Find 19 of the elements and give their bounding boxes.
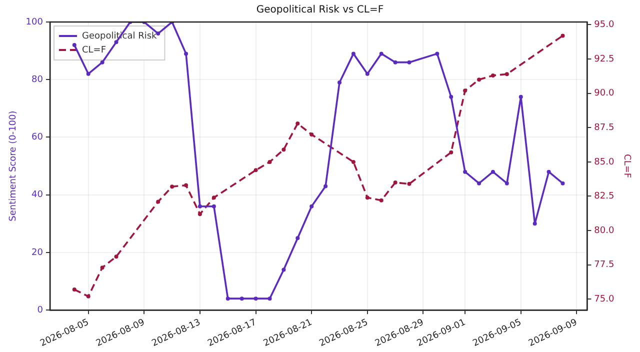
y-axis-title: Sentiment Score (0-100) (8, 110, 19, 222)
y-tick-label: 40 (32, 190, 44, 200)
y-tick-label: 100 (26, 17, 44, 28)
y-tick-label: 20 (32, 248, 44, 258)
y2-tick-label: 90.0 (594, 88, 614, 99)
y2-tick-label: 82.5 (594, 192, 614, 202)
y2-tick-label: 77.5 (594, 260, 614, 270)
y2-tick-label: 92.5 (594, 54, 614, 64)
y2-tick-label: 87.5 (594, 122, 614, 133)
y2-axis-title: CL=F (621, 154, 632, 178)
y2-tick-label: 85.0 (594, 157, 614, 168)
y2-tick-label: 80.0 (594, 226, 614, 236)
y-tick-label: 60 (32, 132, 44, 143)
y2-tick-label: 75.0 (594, 294, 614, 304)
y2-tick-label: 95.0 (594, 20, 614, 30)
y-tick-label: 0 (37, 305, 44, 316)
y-tick-label: 80 (32, 74, 44, 85)
chart-title: Geopolitical Risk vs CL=F (256, 4, 384, 16)
legend-label: CL=F (82, 45, 106, 56)
